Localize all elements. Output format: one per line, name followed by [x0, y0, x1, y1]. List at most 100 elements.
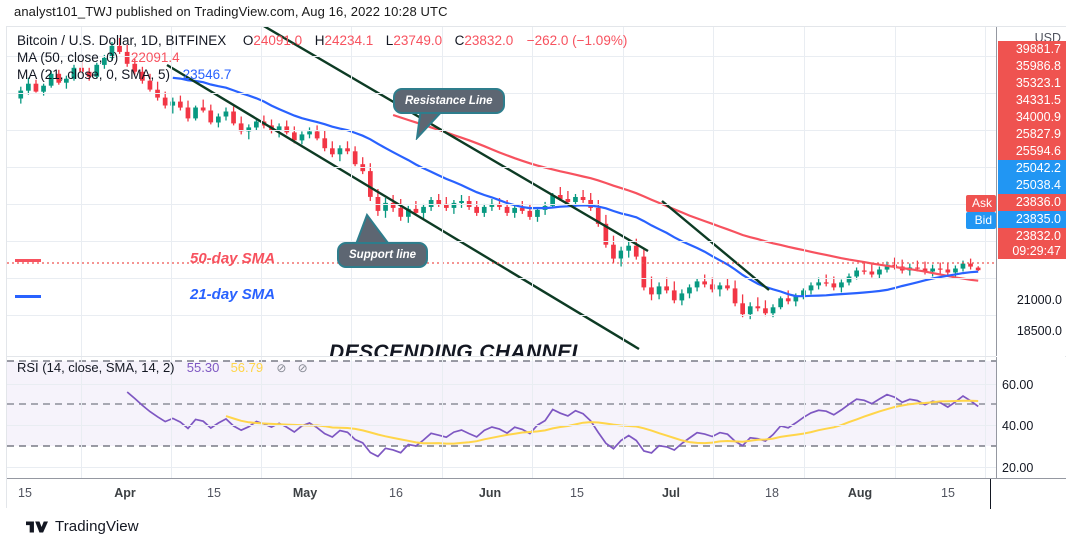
rsi-axis-label: 40.00	[1002, 419, 1034, 433]
current-price-tag: 23832.0 09:29:47	[998, 228, 1066, 259]
gridline-horizontal	[7, 167, 996, 168]
time-axis-tick: Apr	[114, 486, 136, 500]
support-trendline	[166, 63, 640, 351]
ohlc-change: −262.0 (−1.09%)	[526, 33, 628, 48]
legend-symbol-row: Bitcoin / U.S. Dollar, 1D, BITFINEX O240…	[17, 32, 627, 49]
price-axis[interactable]: USD 39881.7 35986.8 35323.1 34331.5 3400…	[996, 27, 1066, 373]
gridline-vertical	[804, 27, 805, 356]
time-axis-tick: May	[292, 486, 318, 500]
gridline-horizontal	[7, 425, 996, 426]
time-axis-tick: 15	[18, 486, 32, 500]
ma21-label: MA (21, close, 0, SMA, 5)	[17, 67, 171, 82]
gridline-vertical	[171, 27, 172, 356]
rsi-axis-label: 60.00	[1002, 378, 1034, 392]
ma50-line	[392, 113, 979, 282]
gridline-vertical	[895, 27, 896, 356]
price-axis-tag: 34331.5	[998, 92, 1066, 109]
gridline-vertical	[171, 357, 172, 478]
rsi-value: 55.30	[186, 360, 220, 375]
bid-price-tag: 23835.0	[998, 211, 1066, 228]
hide-icon[interactable]: ⊘	[276, 361, 287, 375]
ohlc-open: 24091.0	[253, 33, 303, 48]
published-byline: analyst101_TWJ published on TradingView.…	[14, 4, 448, 19]
gridline-vertical	[713, 357, 714, 478]
gridline-horizontal	[7, 241, 996, 242]
price-axis-tag: 25038.4	[998, 177, 1066, 194]
bid-side-label: Bid	[966, 212, 996, 229]
descending-channel-label: DESCENDING CHANNEL	[329, 341, 585, 356]
time-axis-tick: 15	[207, 486, 221, 500]
tradingview-logo: TradingView	[26, 518, 139, 535]
gridline-horizontal	[7, 130, 996, 131]
time-axis-tick: 15	[941, 486, 955, 500]
time-axis-tick: Jun	[478, 486, 502, 500]
resistance-callout[interactable]: Resistance Line	[393, 88, 505, 114]
rsi-plot	[7, 360, 996, 458]
gridline-vertical	[985, 27, 986, 356]
rsi-pane[interactable]: RSI (14, close, SMA, 14, 2) 55.30 56.79 …	[7, 357, 996, 478]
price-axis-label: 18500.0	[1016, 324, 1062, 338]
ohlc-close: 23832.0	[464, 33, 514, 48]
settings-icon[interactable]: ⊘	[297, 361, 308, 375]
price-axis-tag: 39881.7	[998, 41, 1066, 58]
ohlc-low: 23749.0	[393, 33, 443, 48]
gridline-vertical	[623, 357, 624, 478]
time-axis-tick: Aug	[847, 486, 873, 500]
gridline-vertical	[351, 357, 352, 478]
ask-side-label: Ask	[966, 195, 996, 212]
gridline-vertical	[351, 27, 352, 356]
price-axis-tag: 34000.9	[998, 109, 1066, 126]
gridline-vertical	[442, 27, 443, 356]
gridline-horizontal	[7, 278, 996, 279]
rsi-label: RSI (14, close, SMA, 14, 2)	[17, 360, 175, 375]
sma21-swatch	[15, 295, 41, 298]
legend-ma50-row: MA (50, close, 0) 22091.4	[17, 49, 627, 66]
minor-trendline	[661, 200, 770, 291]
rsi-legend: RSI (14, close, SMA, 14, 2) 55.30 56.79 …	[17, 360, 308, 375]
ohlc-h-label: H	[314, 33, 325, 48]
gridline-horizontal	[7, 315, 996, 316]
price-axis-tag: 35986.8	[998, 58, 1066, 75]
rsi-series-line	[126, 391, 979, 458]
price-axis-label: 21000.0	[1016, 293, 1062, 307]
ask-price-tag: 23836.0	[998, 194, 1066, 211]
price-axis-tag: 25042.2	[998, 160, 1066, 177]
time-axis-tick: 16	[389, 486, 403, 500]
legend-ma21-row: MA (21, close, 0, SMA, 5) 23546.7	[17, 66, 627, 83]
resistance-callout-tail	[415, 108, 447, 140]
gridline-vertical	[81, 357, 82, 478]
gridline-vertical	[442, 357, 443, 478]
gridline-horizontal	[7, 384, 996, 385]
resistance-trendline	[263, 27, 649, 253]
gridline-vertical	[532, 357, 533, 478]
support-callout[interactable]: Support line	[337, 242, 429, 268]
chart-legend: Bitcoin / U.S. Dollar, 1D, BITFINEX O240…	[17, 32, 627, 83]
time-axis-tick: Jul	[661, 486, 681, 500]
price-candlestick-plot	[7, 27, 996, 351]
ohlc-high: 24234.1	[324, 33, 374, 48]
ma21-line	[172, 76, 979, 298]
ma50-label: MA (50, close, 0)	[17, 50, 119, 65]
current-price-time: 09:29:47	[1012, 244, 1061, 258]
ma21-value: 23546.7	[182, 67, 232, 82]
gridline-vertical	[895, 357, 896, 478]
ohlc-o-label: O	[242, 33, 254, 48]
gridline-vertical	[985, 357, 986, 478]
pane-divider	[7, 356, 996, 357]
gridline-horizontal	[7, 56, 996, 57]
rsi-axis[interactable]: 60.00 40.00 20.00	[996, 357, 1066, 478]
ma50-value: 22091.4	[130, 50, 180, 65]
sma50-legend-label: 50-day SMA	[190, 250, 276, 267]
gridline-horizontal	[7, 204, 996, 205]
tradingview-mark-icon	[26, 521, 48, 532]
gridline-vertical	[261, 357, 262, 478]
gridline-vertical	[261, 27, 262, 356]
gridline-vertical	[81, 27, 82, 356]
gridline-horizontal	[7, 467, 996, 468]
ohlc-l-label: L	[385, 33, 394, 48]
price-pane[interactable]: Bitcoin / U.S. Dollar, 1D, BITFINEX O240…	[7, 27, 996, 356]
sma21-legend-label: 21-day SMA	[190, 286, 276, 303]
ohlc-c-label: C	[454, 33, 465, 48]
gridline-vertical	[713, 27, 714, 356]
time-axis[interactable]: 15 Apr 15 May 16 Jun 15 Jul 18 Aug 15	[7, 478, 1066, 509]
